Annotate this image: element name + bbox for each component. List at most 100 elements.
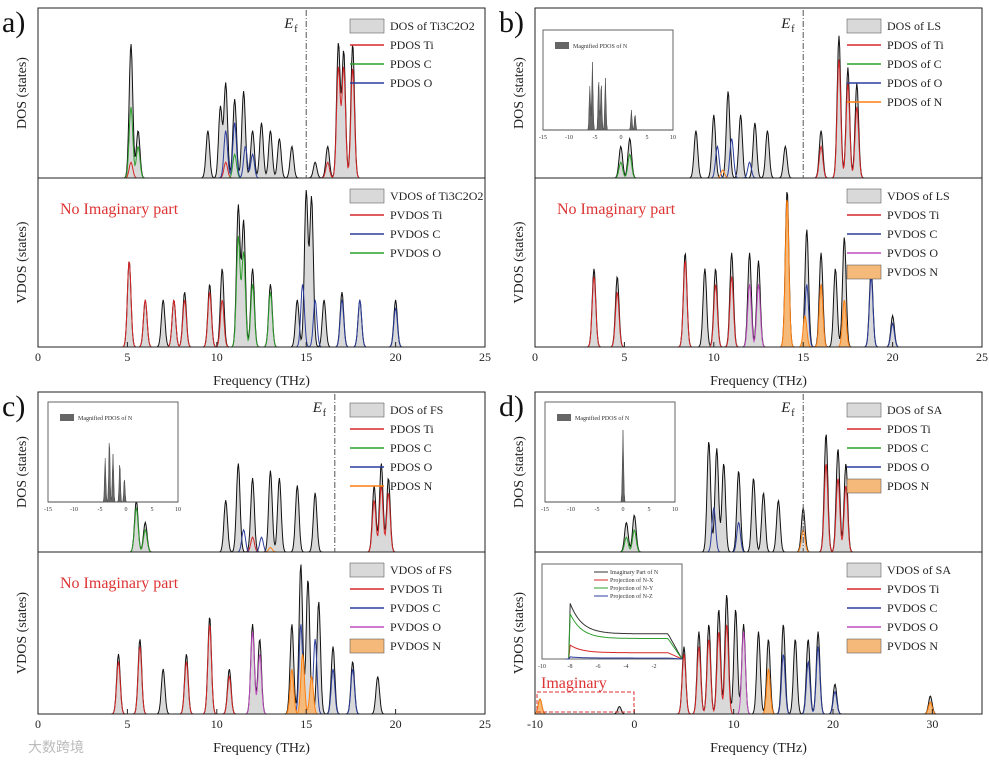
legend-label: PVDOS O <box>887 246 938 260</box>
x-tick-label: 10 <box>211 717 223 731</box>
legend-label: DOS of SA <box>887 403 943 417</box>
dos-total-fill <box>38 43 485 178</box>
legend-label: PDOS of C <box>887 57 942 71</box>
x-tick-label: 20 <box>390 350 402 364</box>
inset-x-tick-label: 0 <box>125 507 128 513</box>
legend-label: VDOS of LS <box>887 189 950 203</box>
panel-label: b) <box>499 6 524 39</box>
x-axis-label: Frequency (THz) <box>213 374 310 389</box>
inset-x-tick-label: 5 <box>151 507 154 513</box>
x-tick-label: 10 <box>211 350 223 364</box>
inset2-legend-label: Projection of N-X <box>610 577 654 584</box>
x-tick-label: 20 <box>390 717 402 731</box>
legend-swatch <box>349 562 385 578</box>
x-tick-label: 0 <box>35 350 41 364</box>
x-axis-label: Frequency (THz) <box>213 741 310 756</box>
legend-label: DOS of FS <box>390 403 443 417</box>
panel-label: a) <box>2 6 25 39</box>
inset-pdos-n-area <box>48 443 178 503</box>
legend-label: PDOS of N <box>887 95 943 109</box>
panel-label: d) <box>499 390 524 423</box>
legend-label: PDOS O <box>390 76 433 90</box>
inset-legend-swatch <box>60 414 74 421</box>
inset-x-tick-label: 10 <box>672 507 678 513</box>
inset2-projection-line <box>565 656 683 660</box>
inset2-frame <box>541 563 683 660</box>
inset2-x-tick-label: -4 <box>624 664 629 670</box>
dos-total-fill <box>38 463 485 552</box>
vdos-y-axis-label: VDOS (states) <box>512 592 527 674</box>
dos-series-c <box>38 507 485 553</box>
legend-label: PDOS O <box>390 460 433 474</box>
inset-legend-label: Magnified PDOS of N <box>78 415 133 422</box>
legend-label: PVDOS O <box>887 620 938 634</box>
fermi-level-subscript: f <box>791 408 795 419</box>
legend-label: DOS of Ti3C2O2 <box>390 19 475 33</box>
legend-label: PDOS Ti <box>887 422 931 436</box>
legend-label: PDOS C <box>390 441 432 455</box>
inset-x-tick-label: 0 <box>622 507 625 513</box>
legend-swatch <box>846 402 882 418</box>
vdos-series-ti <box>38 261 485 348</box>
inset-x-tick-label: 0 <box>620 135 623 141</box>
inset-legend-label: Magnified PDOS of N <box>575 415 630 422</box>
x-tick-label: 0 <box>35 717 41 731</box>
inset2-legend-label: Projection of N-Y <box>610 585 654 592</box>
x-tick-label: 20 <box>887 350 899 364</box>
x-tick-label: 25 <box>976 350 988 364</box>
legend-label: PVDOS C <box>390 601 440 615</box>
dos-series-o <box>535 507 982 553</box>
x-tick-label: 30 <box>926 717 938 731</box>
inset-x-tick-label: -5 <box>98 507 103 513</box>
vdos-series-o <box>38 284 485 348</box>
legend-swatch <box>846 18 882 34</box>
inset-x-tick-label: -10 <box>70 507 78 513</box>
inset2-legend-label: Projection of N-Z <box>610 593 653 600</box>
inset-x-tick-label: 10 <box>175 507 181 513</box>
vdos-y-axis-label: VDOS (states) <box>15 221 30 303</box>
dos-y-axis-label: DOS (states) <box>15 57 30 129</box>
fermi-level-subscript: f <box>294 24 298 35</box>
legend-swatch <box>349 188 385 204</box>
inset-x-tick-label: -15 <box>44 507 52 513</box>
imaginary-region-box <box>536 691 635 713</box>
dos-series-o <box>38 528 485 553</box>
legend-label: PVDOS O <box>390 246 441 260</box>
legend-label: PDOS N <box>390 479 433 493</box>
legend-label: PVDOS C <box>390 227 440 241</box>
vdos-total-fill <box>535 192 982 347</box>
inset-legend-swatch <box>555 42 569 49</box>
inset-pdos-n-area <box>545 429 675 503</box>
inset2-x-tick-label: -8 <box>568 664 573 670</box>
inset2-x-tick-label: -10 <box>538 664 546 670</box>
inset2-x-tick-label: -6 <box>596 664 601 670</box>
x-axis-label: Frequency (THz) <box>710 374 807 389</box>
fermi-level-label: E <box>780 16 790 32</box>
x-tick-label: 20 <box>827 717 839 731</box>
legend-swatch <box>846 638 882 654</box>
x-tick-label: 5 <box>621 350 627 364</box>
fermi-level-label: E <box>283 16 293 32</box>
panel-0: a) DOS (states) DOS of Ti3C2O2 PDOS Ti PDOS … <box>2 6 491 389</box>
legend-label: PDOS Ti <box>390 38 434 52</box>
vdos-axes-frame <box>534 177 983 348</box>
legend-swatch <box>349 402 385 418</box>
fermi-level-subscript: f <box>791 24 795 35</box>
inset-x-tick-label: -15 <box>539 135 547 141</box>
legend-label: PVDOS C <box>887 227 937 241</box>
vdos-axes-frame <box>37 177 486 348</box>
no-imaginary-annotation: No Imaginary part <box>60 575 179 592</box>
x-tick-label: 5 <box>124 350 130 364</box>
watermark: 大数跨境 <box>28 740 84 756</box>
x-tick-label: 15 <box>300 350 312 364</box>
legend-label: VDOS of SA <box>887 563 951 577</box>
inset-pdos-n-area <box>543 61 673 131</box>
legend-label: PVDOS Ti <box>887 208 940 222</box>
legend-label: PVDOS Ti <box>390 208 443 222</box>
legend-swatch <box>846 562 882 578</box>
legend-label: PDOS C <box>887 441 929 455</box>
vdos-y-axis-label: VDOS (states) <box>15 592 30 674</box>
legend-label: PVDOS C <box>887 601 937 615</box>
dos-series-n <box>38 547 485 553</box>
